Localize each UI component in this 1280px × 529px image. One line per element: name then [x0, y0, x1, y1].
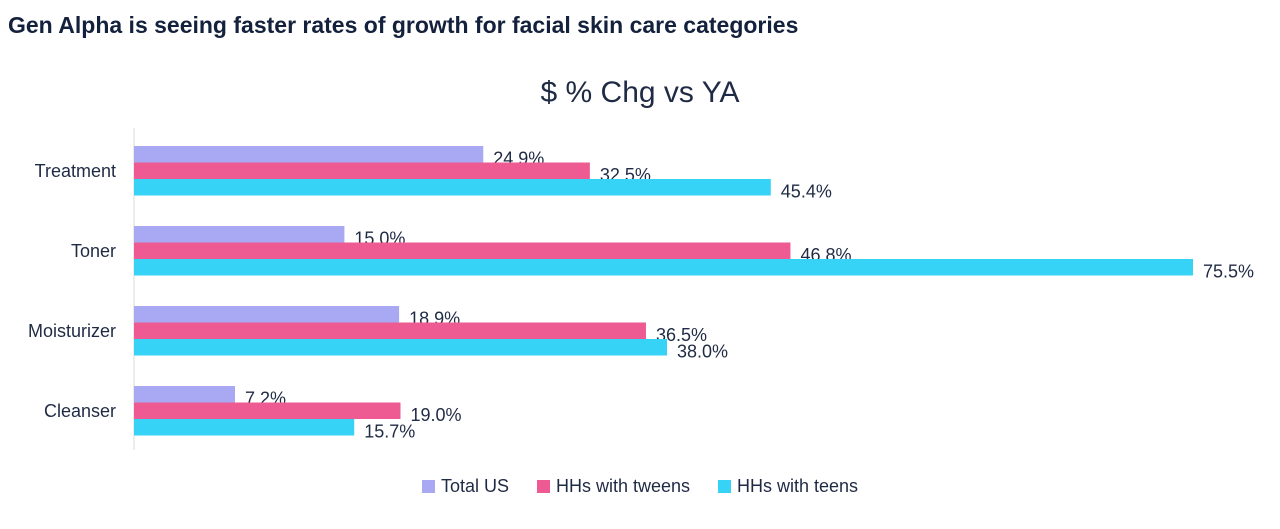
- bar-toner-series-0: [134, 226, 345, 243]
- legend-label-tweens: HHs with tweens: [555, 476, 691, 496]
- data-label-moisturizer-series-2: 38.0%: [677, 342, 728, 362]
- headline: Gen Alpha is seeing faster rates of grow…: [8, 12, 799, 38]
- legend-item-tweens: HHs with tweens: [536, 476, 691, 497]
- category-label-moisturizer: Moisturizer: [28, 321, 116, 341]
- data-label-toner-series-2: 75.5%: [1203, 262, 1254, 282]
- legend-label-total-us: Total US: [440, 476, 509, 496]
- bar-treatment-series-0: [134, 146, 484, 163]
- legend-swatch-teens: [718, 480, 732, 493]
- bar-moisturizer-series-0: [134, 306, 400, 323]
- data-label-cleanser-series-2: 15.7%: [364, 422, 415, 442]
- bar-toner-series-2: [134, 259, 1193, 276]
- bar-toner-series-1: [134, 242, 791, 259]
- bar-treatment-series-1: [134, 162, 590, 179]
- category-label-toner: Toner: [71, 241, 116, 261]
- data-label-treatment-series-2: 45.4%: [781, 182, 832, 202]
- bar-moisturizer-series-1: [134, 322, 646, 339]
- legend-swatch-total-us: [421, 480, 435, 493]
- bar-moisturizer-series-2: [134, 339, 668, 356]
- legend-swatch-tweens: [536, 480, 550, 493]
- bar-cleanser-series-1: [134, 402, 401, 419]
- chart-title: $ % Chg vs YA: [540, 76, 740, 109]
- legend-label-teens: HHs with teens: [737, 476, 859, 496]
- legend-item-teens: HHs with teens: [718, 476, 858, 497]
- bar-cleanser-series-0: [134, 386, 235, 403]
- data-label-moisturizer-series-1: 36.5%: [656, 325, 707, 345]
- legend-item-total-us: Total US: [421, 476, 509, 497]
- category-label-cleanser: Cleanser: [44, 401, 116, 421]
- bar-cleanser-series-2: [134, 419, 355, 436]
- data-label-cleanser-series-1: 19.0%: [411, 405, 462, 425]
- bar-treatment-series-2: [134, 179, 771, 196]
- legend: Total US HHs with tweens HHs with teens: [0, 476, 1280, 497]
- category-label-treatment: Treatment: [35, 161, 116, 181]
